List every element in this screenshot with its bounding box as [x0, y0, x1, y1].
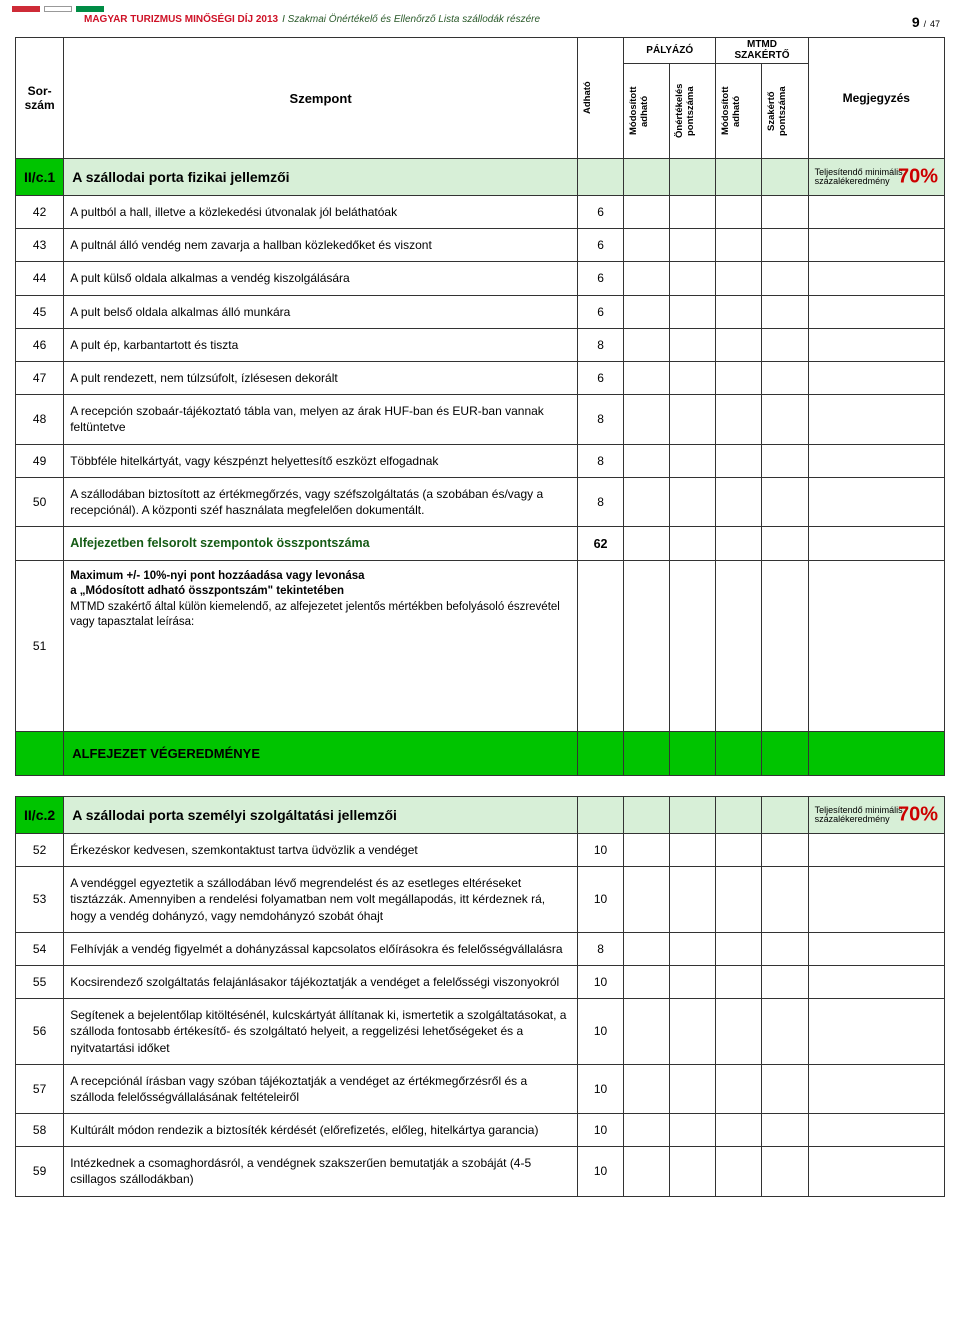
header-group-mtmd: MTMD SZAKÉRTŐ [716, 38, 808, 64]
section1-max-row: 51 Maximum +/- 10%-nyi pont hozzáadása v… [16, 560, 945, 731]
table-row: 49Többféle hitelkártyát, vagy készpénzt … [16, 444, 945, 477]
section1-pct: 70% [898, 166, 938, 189]
section1-num: II/c.1 [16, 159, 64, 196]
section2-num: II/c.2 [16, 797, 64, 834]
max-text: MTMD szakértő által külön kiemelendő, az… [70, 601, 560, 629]
section-header-2: II/c.2 A szállodai porta személyi szolgá… [16, 797, 945, 834]
criteria-table-2: II/c.2 A szállodai porta személyi szolgá… [15, 796, 945, 1197]
table-row: 46A pult ép, karbantartott és tiszta8 [16, 328, 945, 361]
section1-total-label: Alfejezetben felsorolt szempontok összpo… [64, 527, 578, 561]
section2-threshold: Teljesítendő minimális százalékeredmény … [808, 797, 944, 834]
table-row: 56Segítenek a bejelentőlap kitöltésénél,… [16, 999, 945, 1065]
max-bold-line2: a „Módosított adható összpontszám" tekin… [70, 585, 344, 597]
section1-threshold: Teljesítendő minimális százalékeredmény … [808, 159, 944, 196]
doc-subtitle: I Szakmai Önértékelő és Ellenőrző Lista … [282, 14, 540, 25]
flag-stripes [0, 0, 960, 14]
table-row: 55Kocsirendező szolgáltatás felajánlásak… [16, 965, 945, 998]
header-megjegyzes: Megjegyzés [808, 38, 944, 159]
stripe-green [76, 6, 104, 12]
table-row: 50A szállodában biztosított az értékmegő… [16, 477, 945, 526]
doc-title: MAGYAR TURIZMUS MINŐSÉGI DÍJ 2013 [84, 14, 278, 25]
stripe-red [12, 6, 40, 12]
table-row: 57A recepciónál írásban vagy szóban tájé… [16, 1064, 945, 1113]
section2-pct: 70% [898, 804, 938, 827]
header-sorszam: Sor- szám [16, 38, 64, 159]
section-header-1: II/c.1 A szállodai porta fizikai jellemz… [16, 159, 945, 196]
table-row: 44A pult külső oldala alkalmas a vendég … [16, 262, 945, 295]
table-row: 53A vendéggel egyeztetik a szállodában l… [16, 867, 945, 933]
table-row: 47A pult rendezett, nem túlzsúfolt, ízlé… [16, 361, 945, 394]
header-col-onertekeles: Önértékelés pontszáma [672, 66, 698, 156]
table-row: 54Felhívják a vendég figyelmét a dohányz… [16, 932, 945, 965]
header-col-mod-adhato2: Módosított adható [718, 66, 744, 156]
table-row: 43A pultnál álló vendég nem zavarja a ha… [16, 229, 945, 262]
criteria-table-1: Sor- szám Szempont Adható PÁLYÁZÓ MTMD S… [15, 37, 945, 776]
page-sep: / [924, 19, 927, 29]
section1-result-row: ALFEJEZET VÉGEREDMÉNYE [16, 732, 945, 776]
header-szempont: Szempont [64, 38, 578, 159]
section1-total-row: Alfejezetben felsorolt szempontok összpo… [16, 527, 945, 561]
section2-title: A szállodai porta személyi szolgáltatási… [64, 797, 578, 834]
table-row: 48A recepción szobaár-tájékoztató tábla … [16, 395, 945, 444]
stripe-white [44, 6, 72, 12]
section1-title: A szállodai porta fizikai jellemzői [64, 159, 578, 196]
page-counter: 9 / 47 [912, 14, 940, 30]
header-group-palyazo: PÁLYÁZÓ [624, 38, 716, 64]
table-row: 59Intézkednek a csomaghordásról, a vendé… [16, 1147, 945, 1196]
max-bold-line1: Maximum +/- 10%-nyi pont hozzáadása vagy… [70, 570, 364, 582]
page-total: 47 [930, 19, 940, 29]
table-row: 42A pultból a hall, illetve a közlekedés… [16, 196, 945, 229]
table-row: 52Érkezéskor kedvesen, szemkontaktust ta… [16, 834, 945, 867]
table-row: 58Kultúrált módon rendezik a biztosíték … [16, 1114, 945, 1147]
header-col-adhato: Adható [580, 53, 595, 143]
table-row: 45A pult belső oldala alkalmas álló munk… [16, 295, 945, 328]
section1-total-value: 62 [577, 527, 623, 561]
header-col-mod-adhato: Módosított adható [626, 66, 652, 156]
section1-result-label: ALFEJEZET VÉGEREDMÉNYE [64, 732, 578, 776]
page-num: 9 [912, 14, 920, 30]
header-col-szakerto: Szakértő pontszáma [764, 66, 790, 156]
